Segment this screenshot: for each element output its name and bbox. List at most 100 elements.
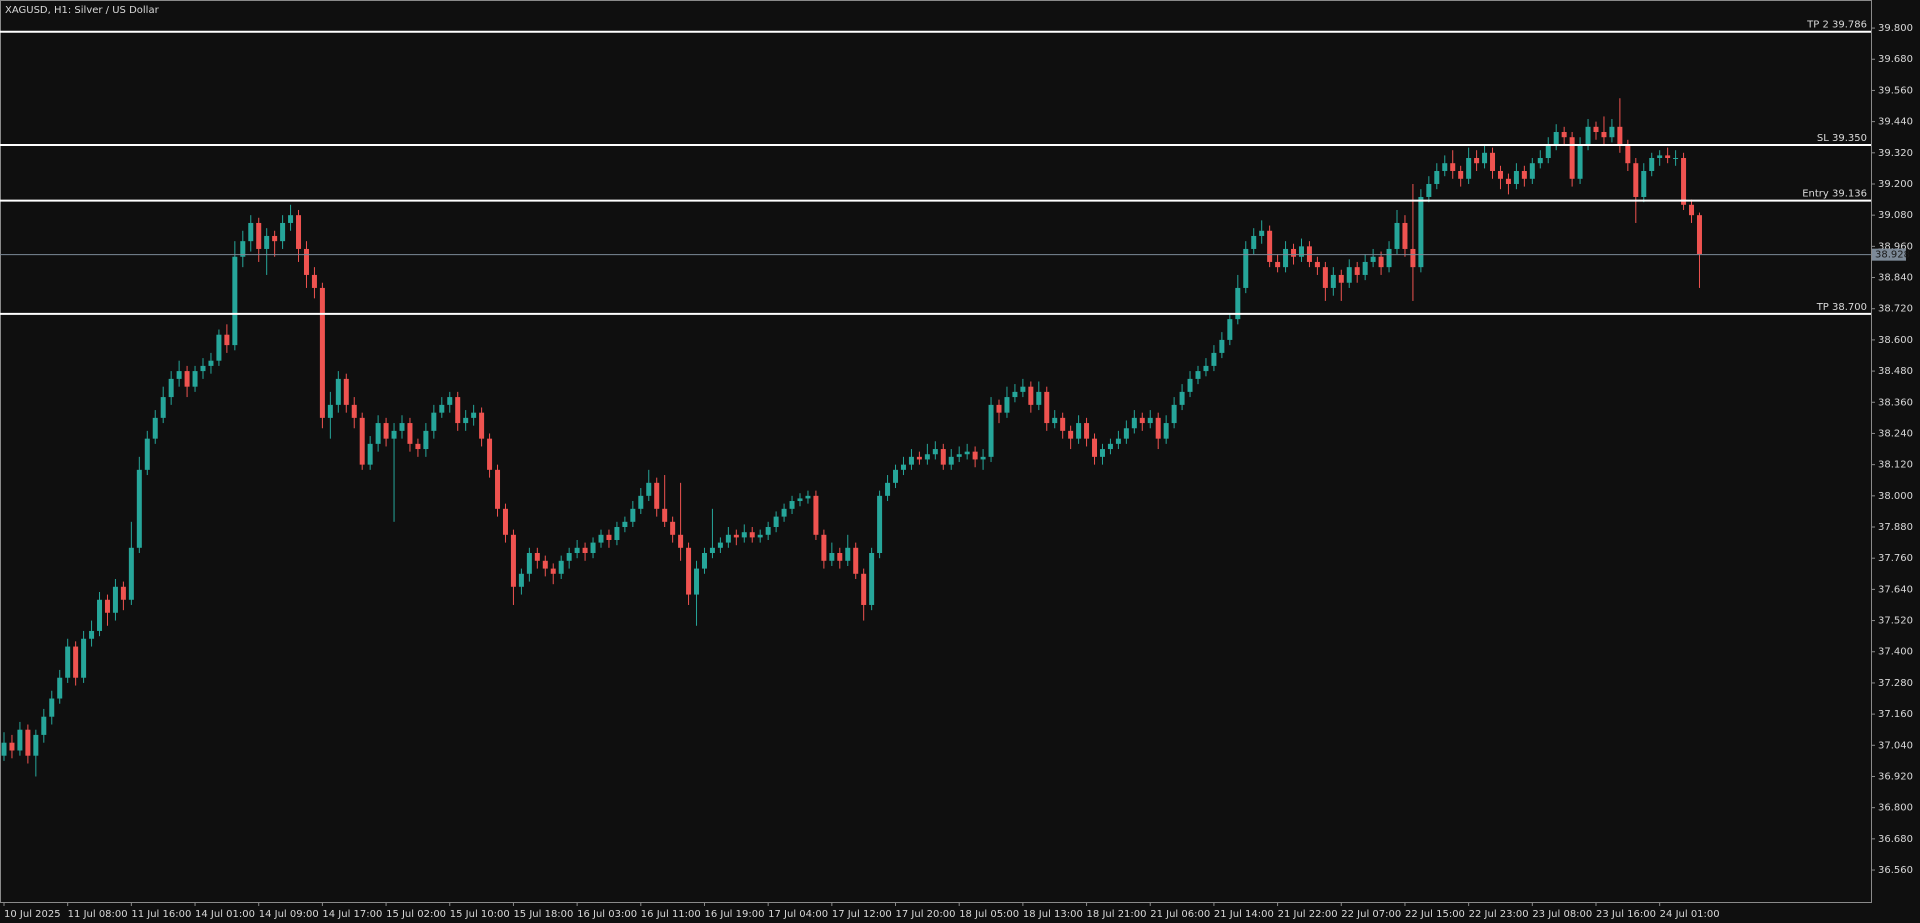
candle-body: [112, 586, 118, 613]
candle-body: [1681, 157, 1687, 205]
candle-body: [1689, 204, 1695, 216]
x-tick-label: 14 Jul 01:00: [195, 909, 255, 920]
candle-body: [686, 547, 692, 595]
y-tick-label: 37.040: [1878, 740, 1913, 751]
x-tick-label: 18 Jul 05:00: [959, 909, 1019, 920]
x-tick-label: 14 Jul 17:00: [322, 909, 382, 920]
candle-body: [1123, 428, 1129, 439]
candle-body: [296, 215, 302, 249]
candle-body: [97, 599, 103, 631]
candle-body: [988, 404, 994, 457]
candle-body: [582, 547, 588, 553]
candle-body: [399, 423, 405, 431]
candle-body: [1147, 417, 1153, 424]
chart-title: XAGUSD, H1: Silver / US Dollar: [5, 5, 160, 16]
candle-body: [319, 287, 325, 418]
candle-body: [1434, 170, 1440, 184]
candle-body: [1362, 261, 1368, 275]
candle-body: [248, 222, 254, 242]
candle-body: [1641, 170, 1647, 197]
candle-body: [73, 646, 79, 678]
candle-body: [1179, 391, 1185, 405]
candle-body: [1275, 261, 1281, 268]
y-tick-label: 38.840: [1878, 273, 1913, 284]
candle-body: [33, 734, 39, 756]
candle-body: [980, 456, 986, 460]
candle-body: [797, 498, 803, 502]
y-tick-label: 36.800: [1878, 803, 1913, 814]
candle-body: [869, 552, 875, 605]
x-tick-label: 15 Jul 18:00: [513, 909, 573, 920]
candle-body: [144, 438, 150, 470]
candle-body: [916, 456, 922, 460]
candle-body: [1649, 157, 1655, 171]
candle-body: [1673, 157, 1679, 159]
candle-body: [375, 423, 381, 444]
candle-body: [1219, 339, 1225, 353]
candle-body: [288, 215, 294, 223]
candle-body: [160, 397, 166, 418]
candle-body: [1585, 126, 1591, 146]
candle-body: [168, 378, 174, 398]
candle-body: [1561, 132, 1567, 138]
candle-body: [1052, 417, 1058, 424]
candle-body: [1553, 132, 1559, 146]
x-tick-label: 22 Jul 07:00: [1341, 909, 1401, 920]
candle-body: [606, 534, 612, 541]
candle-body: [447, 397, 453, 405]
candle-body: [837, 552, 843, 561]
candle-body: [208, 360, 214, 366]
candle-body: [885, 482, 891, 496]
candle-body: [1474, 157, 1480, 164]
candle-body: [1625, 145, 1631, 164]
candle-body: [1490, 152, 1496, 171]
candle-body: [1084, 423, 1090, 439]
candle-body: [717, 542, 723, 548]
candle-body: [1386, 248, 1392, 268]
y-tick-label: 39.800: [1878, 23, 1913, 34]
y-tick-label: 38.960: [1878, 241, 1913, 252]
candle-body: [1131, 417, 1137, 429]
x-tick-label: 10 Jul 2025: [4, 909, 61, 920]
candle-body: [614, 527, 620, 541]
candle-body: [152, 417, 158, 439]
candle-body: [9, 742, 15, 751]
candle-body: [1537, 157, 1543, 164]
candle-body: [1346, 267, 1352, 283]
candle-body: [1211, 352, 1217, 366]
candle-body: [1696, 215, 1702, 255]
candle-body: [510, 534, 516, 587]
y-tick-label: 37.520: [1878, 616, 1913, 627]
candle-body: [956, 454, 962, 457]
candle-body: [574, 547, 580, 553]
candle-body: [741, 532, 747, 538]
candle-body: [678, 534, 684, 548]
candle-body: [1004, 397, 1010, 413]
candle-body: [1529, 163, 1535, 179]
y-tick-label: 36.560: [1878, 865, 1913, 876]
candle-body: [765, 527, 771, 535]
candle-body: [694, 568, 700, 595]
candle-body: [1370, 256, 1376, 262]
candle-body: [335, 378, 341, 405]
candle-body: [638, 495, 644, 509]
candle-body: [351, 404, 357, 418]
candle-body: [940, 449, 946, 465]
candle-body: [701, 552, 707, 569]
candle-body: [120, 586, 126, 600]
candle-body: [303, 248, 309, 275]
x-tick-label: 22 Jul 23:00: [1469, 909, 1529, 920]
candle-body: [1036, 391, 1042, 405]
candle-body: [1601, 132, 1607, 138]
candle-body: [1450, 163, 1456, 171]
candle-body: [57, 677, 63, 699]
y-tick-label: 39.440: [1878, 117, 1913, 128]
candle-body: [821, 534, 827, 561]
candle-body: [534, 552, 540, 561]
candle-body: [1394, 222, 1400, 249]
candle-body: [200, 365, 206, 372]
candle-body: [81, 638, 87, 678]
candle-body: [773, 516, 779, 528]
x-tick-label: 16 Jul 03:00: [577, 909, 637, 920]
candle-body: [184, 371, 190, 387]
